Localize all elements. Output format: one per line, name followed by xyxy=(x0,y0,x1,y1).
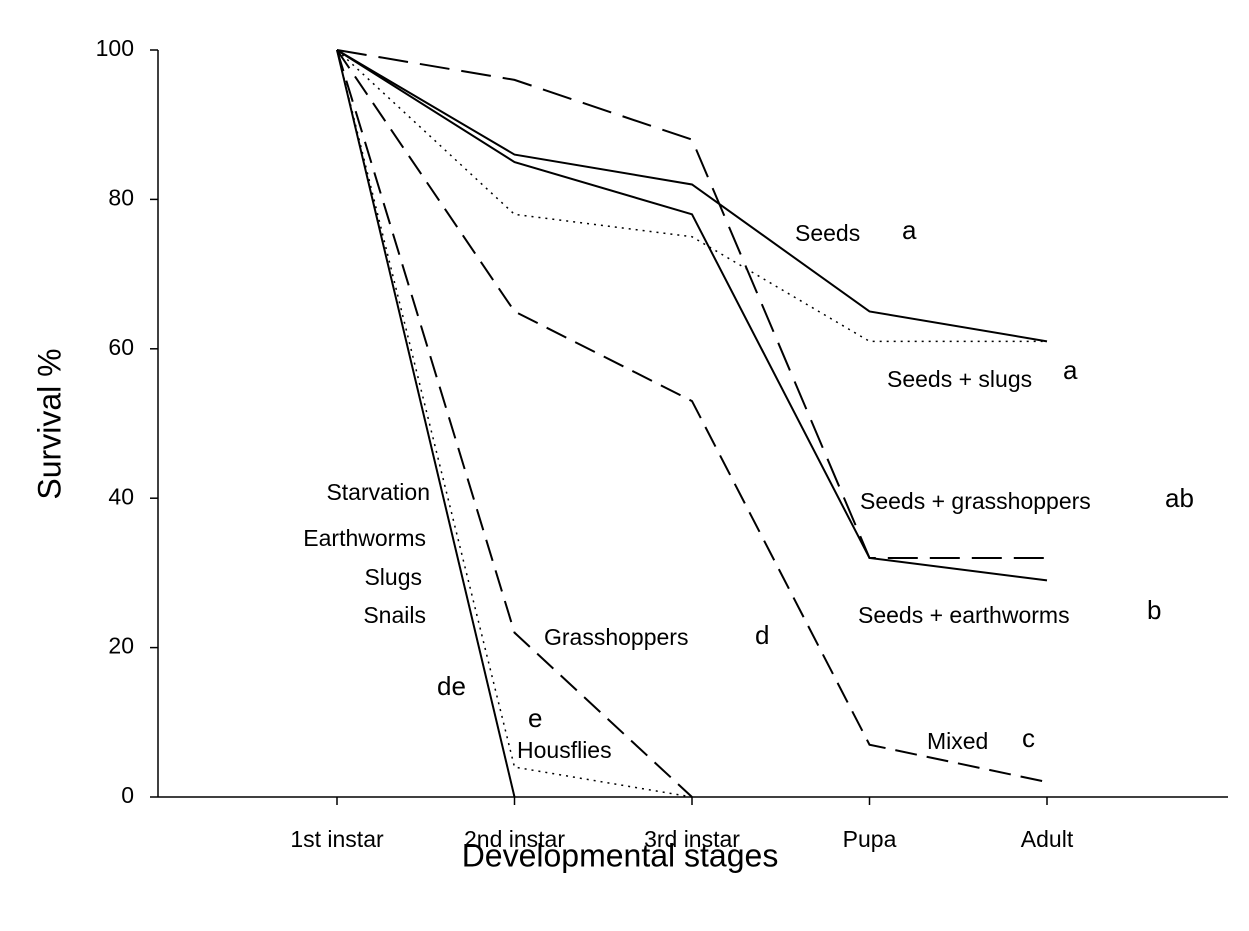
y-axis-label: Survival % xyxy=(31,348,67,499)
annotation: Snails xyxy=(363,602,426,628)
series-line xyxy=(336,49,1048,784)
annotation: b xyxy=(1147,595,1161,625)
series-label: Seeds xyxy=(795,220,860,246)
annotation: ab xyxy=(1165,483,1194,513)
y-tick-label: 100 xyxy=(96,35,134,61)
series-line xyxy=(336,49,693,798)
series-label: Seeds + grasshoppers xyxy=(860,488,1091,514)
x-tick-label: 2nd instar xyxy=(464,826,565,852)
y-tick-label: 60 xyxy=(108,334,134,360)
y-tick-label: 20 xyxy=(108,633,134,659)
annotation: Slugs xyxy=(364,564,422,590)
x-tick-label: Adult xyxy=(1021,826,1074,852)
y-tick-label: 0 xyxy=(121,782,134,808)
annotation: d xyxy=(755,620,769,650)
series-label: Starvation xyxy=(326,479,430,505)
series-label: Grasshoppers xyxy=(544,624,688,650)
series-line xyxy=(336,49,516,798)
annotation: a xyxy=(902,215,917,245)
x-axis-label: Developmental stages xyxy=(462,837,779,873)
annotation: Earthworms xyxy=(303,525,426,551)
series-line xyxy=(336,49,1048,582)
y-tick-label: 40 xyxy=(108,483,134,509)
series-line xyxy=(336,49,693,798)
annotation: c xyxy=(1022,723,1035,753)
annotation: e xyxy=(528,703,542,733)
y-tick-label: 80 xyxy=(108,184,134,210)
series-line xyxy=(336,49,1047,343)
series-line xyxy=(336,49,1048,343)
x-tick-label: Pupa xyxy=(843,826,897,852)
annotation: de xyxy=(437,671,466,701)
series-label: Housflies xyxy=(517,737,612,763)
x-tick-label: 3rd instar xyxy=(644,826,740,852)
series-label: Seeds + slugs xyxy=(887,366,1032,392)
series-label: Mixed xyxy=(927,728,988,754)
series-line xyxy=(336,49,1047,559)
annotation: a xyxy=(1063,355,1078,385)
x-tick-label: 1st instar xyxy=(290,826,384,852)
series-label: Seeds + earthworms xyxy=(858,602,1070,628)
